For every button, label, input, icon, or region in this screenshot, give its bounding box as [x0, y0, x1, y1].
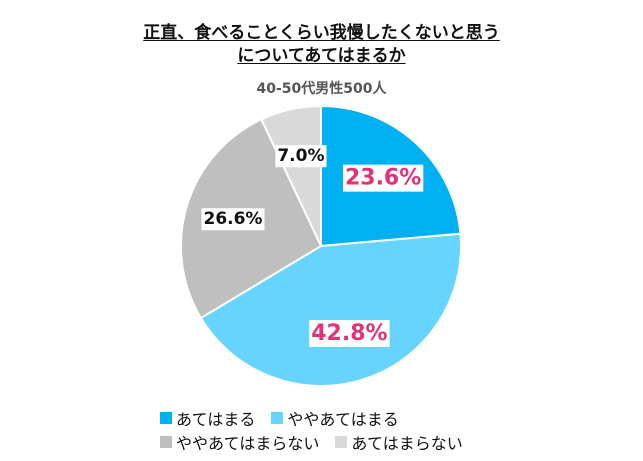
slice-label: 26.6%	[201, 208, 265, 231]
legend-row-2: ややあてはまらない あてはまらない	[160, 430, 479, 454]
legend-item: あてはまらない	[335, 430, 463, 454]
chart-title-line-2: についてあてはまるか	[237, 46, 406, 66]
legend-swatch	[335, 436, 348, 448]
legend-swatch	[160, 436, 172, 448]
legend-item: ややあてはまらない	[160, 430, 319, 454]
slice-label-background	[309, 319, 390, 347]
chart-title-line-1: 正直、食べることくらい我慢したくないと思う	[143, 23, 500, 43]
pie-slice	[199, 232, 462, 388]
slice-label-background	[275, 145, 327, 168]
legend-row-1: あてはまる ややあてはまる	[160, 406, 479, 430]
legend-item: あてはまる	[160, 406, 255, 430]
slice-label-text: 23.6%	[345, 166, 421, 191]
slice-label: 42.8%	[309, 319, 390, 347]
legend-label: あてはまらない	[351, 434, 463, 453]
slice-label-text: 26.6%	[203, 209, 262, 229]
slice-label: 23.6%	[342, 164, 424, 192]
slice-label-text: 42.8%	[311, 321, 387, 346]
slice-label-background	[201, 208, 265, 231]
pie-slice	[260, 104, 322, 247]
chart-title: 正直、食べることくらい我慢したくないと思う についてあてはまるか	[0, 22, 643, 68]
chart-legend: あてはまる ややあてはまる ややあてはまらない あてはまらない	[160, 406, 479, 454]
slice-label-background	[342, 164, 424, 192]
legend-label: ややあてはまらない	[176, 434, 320, 453]
legend-swatch	[160, 412, 172, 424]
slice-label-text: 7.0%	[277, 146, 324, 166]
chart-subtitle: 40-50代男性500人	[256, 81, 387, 97]
legend-label: あてはまる	[176, 410, 256, 429]
legend-label: ややあてはまる	[287, 410, 399, 429]
legend-swatch	[271, 412, 284, 424]
slice-label: 7.0%	[275, 145, 327, 168]
legend-item: ややあてはまる	[271, 406, 399, 430]
